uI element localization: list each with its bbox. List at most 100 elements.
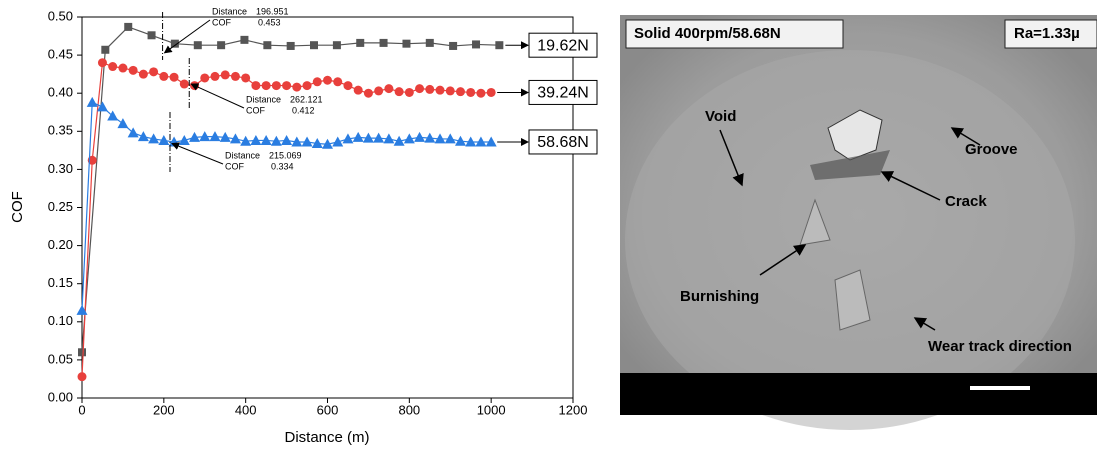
data-point bbox=[395, 87, 404, 96]
series-line bbox=[82, 63, 491, 377]
data-point bbox=[354, 86, 363, 95]
data-point bbox=[415, 84, 424, 93]
x-tick-label: 0 bbox=[78, 402, 85, 417]
y-tick-label: 0.20 bbox=[48, 237, 73, 252]
data-point bbox=[313, 77, 322, 86]
data-point bbox=[149, 67, 158, 76]
annotation-value: 215.069 bbox=[269, 150, 302, 160]
annotation-label: COF bbox=[212, 17, 232, 27]
data-point bbox=[436, 86, 445, 95]
data-point bbox=[466, 88, 475, 97]
data-point bbox=[118, 64, 127, 73]
annotation-value: 196.951 bbox=[256, 6, 289, 16]
data-point bbox=[281, 135, 292, 145]
data-point bbox=[472, 40, 480, 48]
y-tick-label: 0.25 bbox=[48, 199, 73, 214]
data-point bbox=[159, 72, 168, 81]
data-point bbox=[292, 83, 301, 92]
y-tick-label: 0.40 bbox=[48, 85, 73, 100]
x-tick-label: 1000 bbox=[477, 402, 506, 417]
legend-label: 39.24N bbox=[537, 85, 589, 102]
y-tick-label: 0.35 bbox=[48, 123, 73, 138]
sem-image: Solid 400rpm/58.68N Ra=1.33µ Void Groove… bbox=[620, 15, 1097, 430]
data-point bbox=[217, 41, 225, 49]
y-tick-label: 0.15 bbox=[48, 275, 73, 290]
data-point bbox=[241, 73, 250, 82]
data-point bbox=[287, 42, 295, 50]
scale-bar bbox=[970, 386, 1030, 390]
data-point bbox=[124, 23, 132, 31]
y-tick-label: 0.50 bbox=[48, 8, 73, 23]
x-tick-label: 1200 bbox=[559, 402, 588, 417]
data-point bbox=[402, 40, 410, 48]
image-label: Wear track direction bbox=[928, 338, 1072, 355]
image-label: Burnishing bbox=[680, 288, 759, 305]
footer-text: 5kV bbox=[660, 383, 676, 393]
footer-text: 500µm bbox=[920, 383, 948, 393]
data-point bbox=[364, 89, 373, 98]
data-point bbox=[310, 41, 318, 49]
data-point bbox=[148, 31, 156, 39]
data-point bbox=[425, 85, 434, 94]
x-tick-label: 200 bbox=[153, 402, 175, 417]
x-tick-label: 400 bbox=[235, 402, 257, 417]
legend-label: 58.68N bbox=[537, 134, 589, 151]
data-point bbox=[405, 88, 414, 97]
y-tick-label: 0.05 bbox=[48, 351, 73, 366]
annotation-label: COF bbox=[246, 105, 266, 115]
data-point bbox=[221, 70, 230, 79]
data-point bbox=[263, 41, 271, 49]
data-point bbox=[487, 88, 496, 97]
annotation-value: 0.453 bbox=[258, 17, 281, 27]
y-tick-label: 0.10 bbox=[48, 313, 73, 328]
annotation-value: 262.121 bbox=[290, 94, 323, 104]
data-point bbox=[332, 136, 343, 146]
annotation-label: Distance bbox=[246, 94, 281, 104]
data-point bbox=[476, 89, 485, 98]
data-point bbox=[333, 41, 341, 49]
data-point bbox=[129, 66, 138, 75]
data-point bbox=[456, 87, 465, 96]
x-tick-label: 800 bbox=[398, 402, 420, 417]
annotation-arrow bbox=[172, 143, 223, 164]
data-point bbox=[170, 73, 179, 82]
data-point bbox=[353, 132, 364, 142]
data-point bbox=[78, 348, 86, 356]
annotation-arrow bbox=[191, 84, 244, 108]
annotation-label: COF bbox=[225, 161, 245, 171]
data-point bbox=[384, 84, 393, 93]
data-point bbox=[262, 81, 271, 90]
image-roughness: Ra=1.33µ bbox=[1014, 25, 1080, 42]
footer-text: WD15mm SS57 bbox=[706, 383, 772, 393]
data-point bbox=[139, 70, 148, 79]
data-point bbox=[414, 132, 425, 142]
data-point bbox=[374, 86, 383, 95]
legend-label: 19.62N bbox=[537, 37, 589, 54]
y-tick-label: 0.45 bbox=[48, 47, 73, 62]
data-point bbox=[426, 39, 434, 47]
y-tick-label: 0.00 bbox=[48, 389, 73, 404]
annotation-value: 0.412 bbox=[292, 105, 315, 115]
x-tick-label: 600 bbox=[317, 402, 339, 417]
annotation-arrow bbox=[165, 20, 210, 53]
data-point bbox=[380, 39, 388, 47]
data-point bbox=[323, 76, 332, 85]
footer-text: SEI bbox=[630, 383, 645, 393]
data-point bbox=[272, 81, 281, 90]
data-point bbox=[179, 135, 190, 145]
data-point bbox=[87, 97, 98, 107]
data-point bbox=[78, 372, 87, 381]
x-axis-title: Distance (m) bbox=[284, 429, 369, 446]
annotation-label: Distance bbox=[212, 6, 247, 16]
y-tick-label: 0.30 bbox=[48, 161, 73, 176]
annotation-value: 0.334 bbox=[271, 161, 294, 171]
data-point bbox=[333, 77, 342, 86]
data-point bbox=[240, 36, 248, 44]
image-title: Solid 400rpm/58.68N bbox=[634, 25, 781, 42]
footer-text: x30 bbox=[866, 383, 881, 393]
data-point bbox=[117, 118, 128, 128]
data-point bbox=[282, 81, 291, 90]
data-point bbox=[210, 72, 219, 81]
data-point bbox=[180, 80, 189, 89]
data-point bbox=[495, 41, 503, 49]
